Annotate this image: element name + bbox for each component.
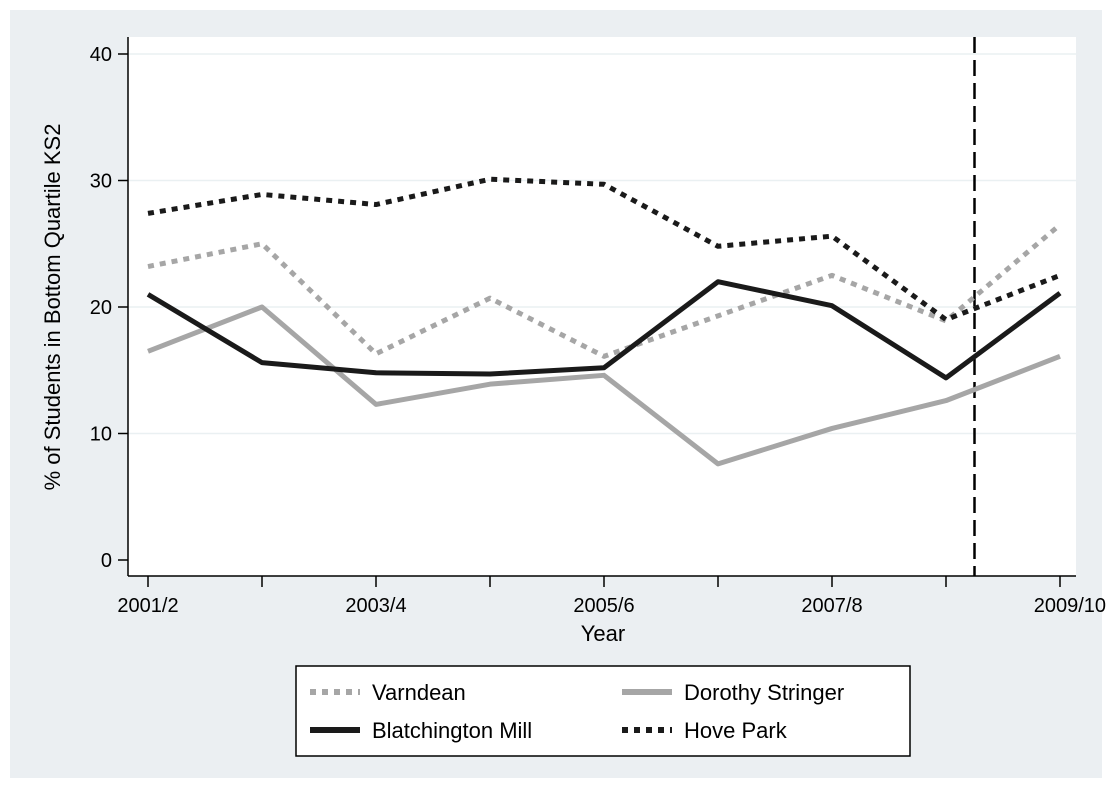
x-axis-title: Year: [581, 621, 625, 646]
x-tick-label: 2009/10: [1034, 595, 1106, 617]
series-line-dorothy-stringer: [147, 304, 1061, 467]
y-tick-label: 0: [101, 550, 112, 572]
legend-box: [295, 665, 911, 757]
x-tick-label: 2003/4: [345, 595, 406, 617]
x-tick-label: 2005/6: [573, 595, 634, 617]
legend-label-varndean: Varndean: [372, 680, 466, 705]
x-tick-label: 2007/8: [801, 595, 862, 617]
legend-label-hove-park: Hove Park: [684, 718, 788, 743]
y-tick-label: 30: [90, 171, 112, 193]
legend-label-dorothy-stringer: Dorothy Stringer: [684, 680, 844, 705]
x-ticks: 2001/2 2003/4 2005/6 2007/8 2009/10: [117, 576, 1106, 617]
legend: Varndean Dorothy Stringer Blatchington Mil…: [295, 665, 911, 757]
y-tick-label: 10: [90, 424, 112, 446]
x-tick-label: 2001/2: [117, 595, 178, 617]
series-lines: [146, 176, 1062, 467]
y-axis-title: % of Students in Bottom Quartile KS2: [40, 124, 65, 491]
series-line-varndean: [147, 222, 1062, 359]
y-ticks: 0 10 20 30 40: [90, 44, 128, 572]
legend-label-blatchington-mill: Blatchington Mill: [372, 718, 532, 743]
series-line-blatchington-mill: [146, 279, 1062, 381]
y-tick-label: 20: [90, 297, 112, 319]
gridlines: [128, 53, 1076, 435]
y-tick-label: 40: [90, 44, 112, 66]
series-line-hove-park: [147, 176, 1061, 323]
